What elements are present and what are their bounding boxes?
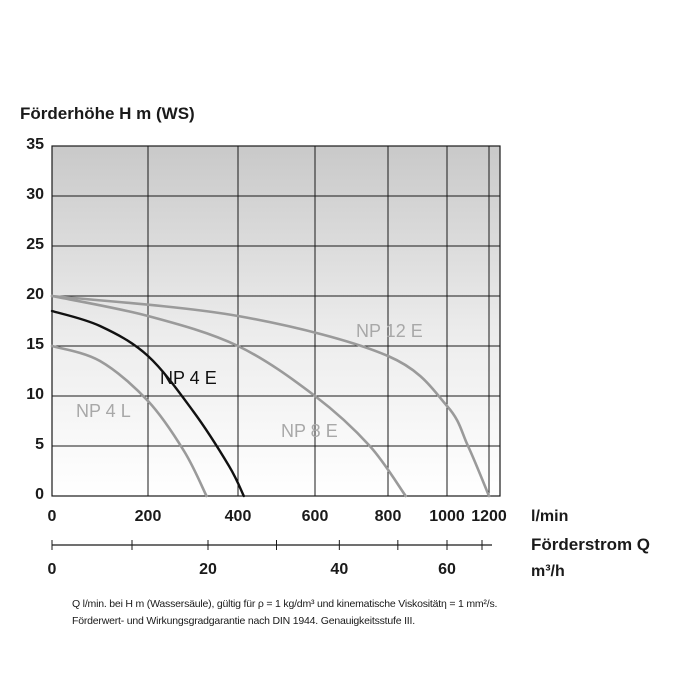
x-tick-label: 600 <box>302 508 329 525</box>
x2-tick-label: 40 <box>330 561 348 578</box>
secondary-x-axis: 0 20 40 60 <box>48 540 492 578</box>
series-label-np-12-e: NP 12 E <box>356 321 423 341</box>
y-tick-label: 15 <box>26 336 44 353</box>
plot-background <box>52 146 500 496</box>
y-tick-label: 35 <box>26 136 44 153</box>
y-tick-label: 5 <box>35 436 44 453</box>
footnote: Q l/min. bei H m (Wassersäule), gültig f… <box>72 596 682 630</box>
series-line-np-4-e <box>50 309 245 498</box>
series-label-np-8-e: NP 8 E <box>281 421 338 441</box>
series-label-np-4-l: NP 4 L <box>76 401 131 421</box>
y-tick-label: 30 <box>26 186 44 203</box>
grid <box>51 145 501 497</box>
x-tick-label: 0 <box>48 508 57 525</box>
x-tick-label: 200 <box>135 508 162 525</box>
footnote-line-2: Förderwert- und Wirkungsgradgarantie nac… <box>72 615 415 627</box>
y-tick-label: 25 <box>26 236 44 253</box>
y-tick-label: 10 <box>26 386 44 403</box>
series-line-np-12-e <box>50 294 491 498</box>
x2-tick-label: 20 <box>199 561 217 578</box>
x-tick-label: 1200 <box>471 508 507 525</box>
y-axis-title: Förderhöhe H m (WS) <box>20 104 195 123</box>
x-tick-label: 1000 <box>429 508 465 525</box>
x2-tick-label: 60 <box>438 561 456 578</box>
x-tick-label: 400 <box>225 508 252 525</box>
footnote-line-1: Q l/min. bei H m (Wassersäule), gültig f… <box>72 598 498 610</box>
series-label-np-4-e: NP 4 E <box>160 368 217 388</box>
x-tick-label: 800 <box>375 508 402 525</box>
series-line-np-8-e <box>50 294 407 498</box>
secondary-x-axis-title: Förderstrom Q <box>531 535 650 554</box>
series-lines <box>50 294 491 498</box>
y-tick-labels: 35 30 25 20 15 10 5 0 <box>26 136 44 503</box>
y-tick-label: 20 <box>26 286 44 303</box>
series-line-np-4-l <box>50 344 208 498</box>
x-axis-unit: l/min <box>531 508 568 525</box>
secondary-x-axis-unit: m³/h <box>531 563 565 580</box>
y-tick-label: 0 <box>35 486 44 503</box>
x2-tick-label: 0 <box>48 561 57 578</box>
series-labels: NP 4 E NP 4 L NP 8 E NP 12 E <box>76 321 423 441</box>
x-tick-labels: 0 200 400 600 800 1000 1200 <box>48 508 507 525</box>
plot-border <box>51 145 501 497</box>
